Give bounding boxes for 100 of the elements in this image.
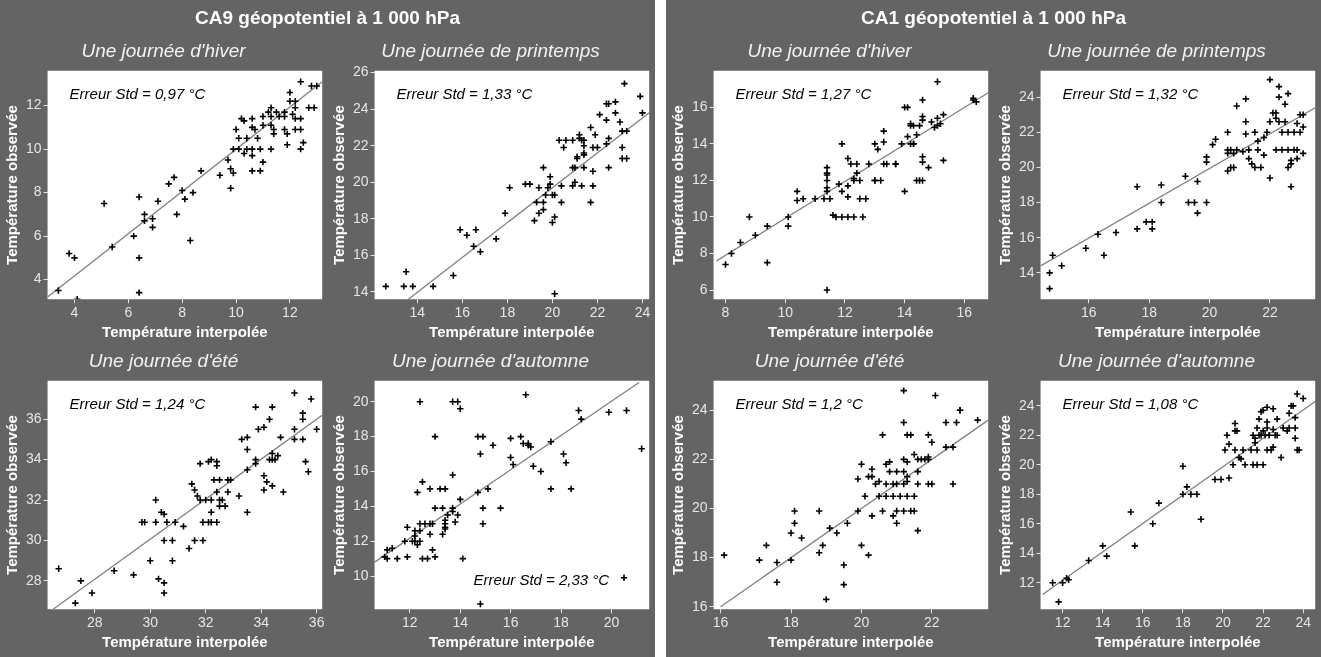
x-tick-label: 18 [1175, 614, 1191, 631]
x-tick-label: 12 [402, 614, 418, 631]
x-tick-label: 32 [197, 614, 214, 631]
y-tick-label: 6 [699, 280, 708, 297]
y-tick-label: 20 [1018, 455, 1035, 472]
annotation: Erreur Std = 1,2 °C [735, 394, 864, 412]
y-tick-label: 12 [1018, 573, 1035, 590]
chart-subtitle: Une journée de printemps [1047, 39, 1267, 61]
x-tick-label: 22 [924, 614, 940, 631]
y-tick-label: 20 [352, 392, 369, 409]
x-tick-label: 10 [228, 304, 245, 321]
y-tick-label: 12 [25, 96, 42, 113]
chart-title: CA1 géopotentiel à 1 000 hPa [860, 6, 1127, 30]
y-tick-label: 18 [691, 548, 708, 565]
x-tick-label: 16 [1135, 614, 1151, 631]
x-tick-label: 16 [956, 304, 973, 321]
y-tick-label: 10 [352, 566, 369, 583]
x-tick-label: 8 [178, 304, 187, 321]
x-tick-label: 20 [1201, 304, 1218, 321]
y-tick-label: 36 [25, 410, 42, 427]
y-tick-label: 14 [352, 282, 369, 299]
chart-subtitle: Une journée d'hiver [747, 39, 913, 61]
x-tick-label: 12 [1054, 614, 1071, 631]
x-axis-title: Température interpolée [102, 323, 268, 341]
chart-subtitle: Une journée d'été [88, 349, 239, 371]
annotation: Erreur Std = 1,24 °C [69, 394, 206, 412]
x-tick-label: 16 [502, 614, 519, 631]
annotation: Erreur Std = 1,27 °C [735, 84, 872, 102]
x-tick-label: 20 [1215, 614, 1231, 631]
x-tick-label: 36 [308, 614, 325, 631]
y-tick-label: 16 [1018, 228, 1035, 245]
y-tick-label: 16 [691, 98, 708, 115]
y-tick-label: 16 [1018, 514, 1035, 531]
y-tick-label: 18 [1018, 485, 1035, 502]
y-axis-title: Température observée [3, 415, 21, 575]
y-tick-label: 16 [352, 246, 369, 263]
y-tick-label: 22 [1018, 123, 1035, 140]
y-axis-title: Température observée [996, 105, 1014, 265]
y-tick-label: 32 [25, 490, 42, 507]
y-tick-label: 30 [25, 531, 42, 548]
x-tick-label: 14 [896, 304, 913, 321]
x-tick-label: 6 [124, 304, 133, 321]
chart-subtitle: Une journée d'hiver [81, 39, 247, 61]
y-tick-label: 28 [25, 571, 42, 588]
annotation: Erreur Std = 2,33 °C [473, 571, 610, 589]
x-tick-label: 16 [454, 304, 471, 321]
y-tick-label: 24 [691, 401, 708, 418]
y-tick-label: 20 [1018, 158, 1035, 175]
annotation: Erreur Std = 1,08 °C [1062, 394, 1199, 412]
x-tick-label: 28 [86, 614, 103, 631]
y-tick-label: 14 [1018, 263, 1035, 280]
x-axis-title: Température interpolée [429, 633, 595, 651]
y-tick-label: 14 [352, 497, 369, 514]
y-tick-label: 12 [352, 532, 369, 549]
y-axis-title: Température observée [669, 415, 687, 575]
x-axis-title: Température interpolée [102, 633, 268, 651]
annotation: Erreur Std = 1,33 °C [396, 84, 533, 102]
y-tick-label: 24 [352, 100, 369, 117]
x-tick-label: 4 [70, 304, 79, 321]
x-tick-label: 16 [1081, 304, 1097, 321]
x-tick-label: 12 [282, 304, 298, 321]
y-tick-label: 4 [33, 270, 42, 287]
y-tick-label: 24 [1018, 396, 1035, 413]
y-tick-label: 18 [352, 209, 369, 226]
x-axis-title: Température interpolée [768, 323, 934, 341]
y-tick-label: 18 [1018, 193, 1035, 210]
y-axis-title: Température observée [3, 105, 21, 265]
x-tick-label: 14 [1094, 614, 1111, 631]
x-tick-label: 8 [721, 304, 730, 321]
x-tick-label: 18 [553, 614, 570, 631]
x-tick-label: 20 [603, 614, 620, 631]
x-tick-label: 18 [499, 304, 516, 321]
y-tick-label: 18 [352, 427, 369, 444]
x-axis-title: Température interpolée [429, 323, 595, 341]
x-tick-label: 14 [452, 614, 469, 631]
x-tick-label: 22 [589, 304, 606, 321]
x-tick-label: 20 [544, 304, 561, 321]
x-axis-title: Température interpolée [1095, 633, 1261, 651]
chart-title: CA9 géopotentiel à 1 000 hPa [194, 6, 461, 30]
chart-subtitle: Une journée d'été [754, 349, 905, 371]
y-tick-label: 8 [33, 183, 42, 200]
x-axis-title: Température interpolée [1095, 323, 1261, 341]
y-axis-title: Température observée [996, 415, 1014, 575]
y-tick-label: 26 [352, 63, 369, 80]
chart-subtitle: Une journée d'automne [392, 349, 589, 371]
x-tick-label: 18 [783, 614, 800, 631]
x-tick-label: 24 [1295, 614, 1312, 631]
y-tick-label: 20 [691, 499, 708, 516]
x-axis-title: Température interpolée [768, 633, 934, 651]
y-tick-label: 10 [691, 207, 708, 224]
y-tick-label: 12 [691, 171, 708, 188]
y-tick-label: 14 [1018, 544, 1035, 561]
y-tick-label: 24 [1018, 88, 1035, 105]
y-tick-label: 14 [691, 134, 708, 151]
y-tick-label: 10 [25, 139, 42, 156]
x-tick-label: 22 [1255, 614, 1272, 631]
y-tick-label: 16 [352, 462, 369, 479]
x-tick-label: 18 [1141, 304, 1158, 321]
x-tick-label: 22 [1262, 304, 1278, 321]
y-axis-title: Température observée [330, 105, 348, 265]
